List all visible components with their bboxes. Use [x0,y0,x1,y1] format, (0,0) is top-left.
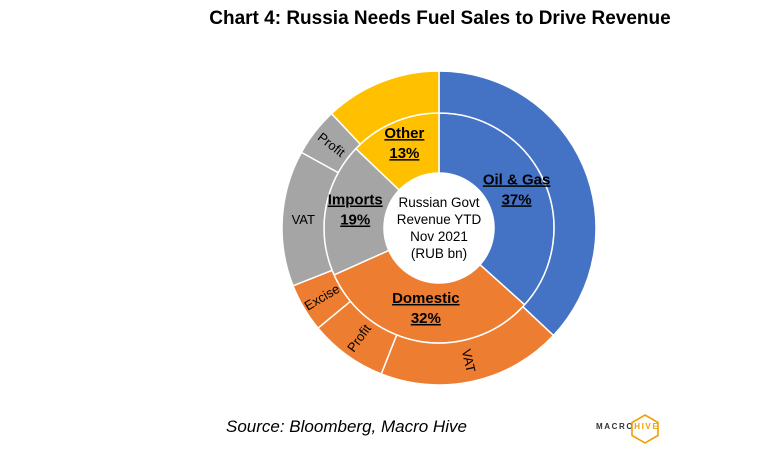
logo-text: MACROHIVE [596,422,659,431]
chart-title: Chart 4: Russia Needs Fuel Sales to Driv… [209,8,671,29]
inner-percent-oil-gas: 37% [502,191,532,208]
logo-text-hive: HIVE [634,422,660,431]
center-label-line: (RUB bn) [411,246,467,261]
outer-slice-other [330,70,440,146]
outer-label-domestic-vat: VAT [459,348,479,374]
inner-label-domestic: Domestic [392,290,460,307]
inner-label-other: Other [384,125,424,142]
inner-percent-imports: 19% [340,212,370,229]
source-note: Source: Bloomberg, Macro Hive [226,417,467,436]
outer-label-imports-vat: VAT [292,212,315,227]
center-label-line: Russian Govt [398,195,479,210]
logo-text-macro: MACRO [596,422,635,431]
inner-label-imports: Imports [328,192,383,209]
inner-percent-other: 13% [389,145,419,162]
outer-slice-oil-gas [438,70,597,337]
center-label-line: Nov 2021 [410,229,468,244]
inner-percent-domestic: 32% [411,310,441,327]
macro-hive-logo: MACROHIVE [596,411,666,445]
hexagon-icon [631,414,659,444]
inner-label-oil-gas: Oil & Gas [483,171,551,188]
center-label-line: Revenue YTD [397,212,482,227]
